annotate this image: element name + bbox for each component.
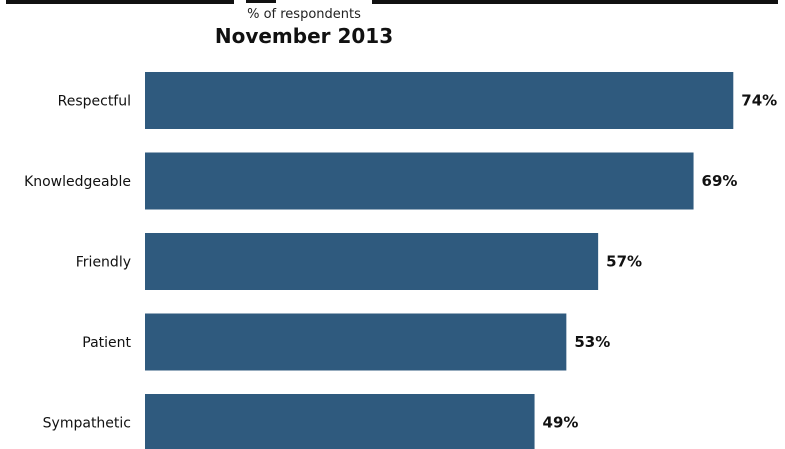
value-label-respectful: 74% — [741, 92, 777, 110]
bar-friendly — [145, 233, 599, 290]
category-label-knowledgeable: Knowledgeable — [24, 174, 131, 190]
chart-period-label: November 2013 — [215, 24, 393, 48]
category-label-friendly: Friendly — [76, 255, 131, 271]
bars-layer: Respectful 74% Knowledgeable 69% Friendly 57%… — [24, 72, 777, 449]
value-label-sympathetic: 49% — [543, 414, 579, 432]
value-label-patient: 53% — [574, 333, 610, 351]
category-label-respectful: Respectful — [58, 94, 131, 110]
bar-sympathetic — [145, 394, 535, 449]
category-label-sympathetic: Sympathetic — [43, 416, 131, 432]
bar-patient — [145, 313, 567, 371]
bar-respectful — [145, 72, 734, 129]
value-label-knowledgeable: 69% — [702, 172, 738, 190]
cropped-title-remnant — [6, 0, 778, 4]
chart-subtitle: % of respondents — [247, 7, 361, 22]
category-label-patient: Patient — [82, 335, 131, 351]
bar-knowledgeable — [145, 152, 694, 210]
value-label-friendly: 57% — [606, 253, 642, 271]
